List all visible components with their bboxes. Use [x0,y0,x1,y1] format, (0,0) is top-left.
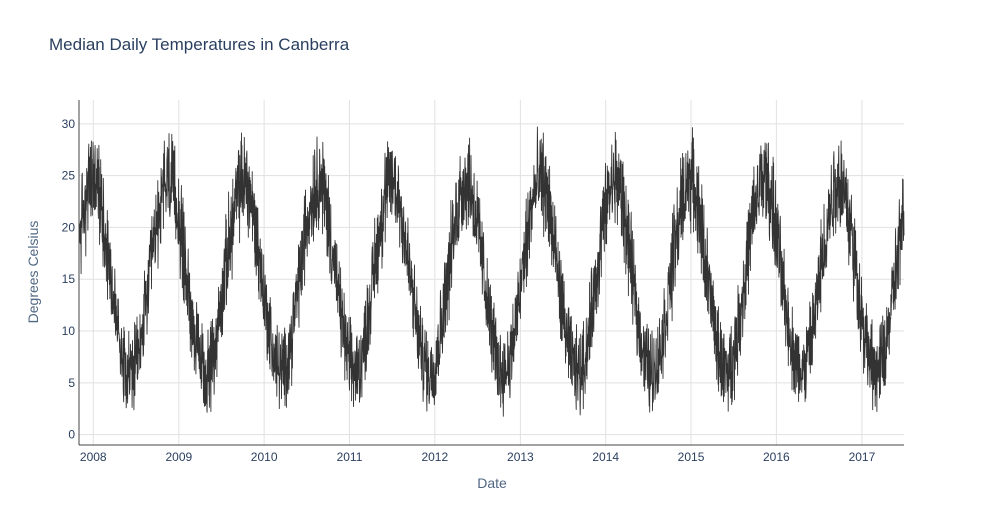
axes [78,100,904,446]
x-axis-title: Date [477,475,507,491]
chart-title: Median Daily Temperatures in Canberra [49,35,350,54]
y-tick-labels: 0 5 10 15 20 25 30 [62,117,76,442]
y-axis-title: Degrees Celsius [25,221,41,324]
x-tick-label: 2009 [165,450,192,464]
y-tick-label: 0 [68,428,75,442]
x-tick-label: 2015 [678,450,705,464]
x-tick-label: 2013 [507,450,534,464]
x-tick-label: 2017 [849,450,876,464]
y-tick-label: 30 [62,117,76,131]
x-tick-label: 2008 [80,450,107,464]
x-tick-label: 2012 [421,450,448,464]
x-tick-label: 2016 [763,450,790,464]
x-tick-label: 2014 [592,450,619,464]
y-tick-label: 20 [62,220,76,234]
x-tick-label: 2010 [251,450,278,464]
y-tick-label: 10 [62,324,76,338]
y-tick-label: 5 [68,376,75,390]
x-tick-labels: 2008 2009 2010 2011 2012 2013 2014 2015 2016 2017 [80,450,876,464]
y-tick-label: 25 [62,169,76,183]
x-tick-label: 2011 [337,450,363,464]
temperature-series-line [78,126,905,417]
y-tick-label: 15 [62,272,76,286]
plot-area [78,126,905,417]
grid-lines [79,100,904,445]
